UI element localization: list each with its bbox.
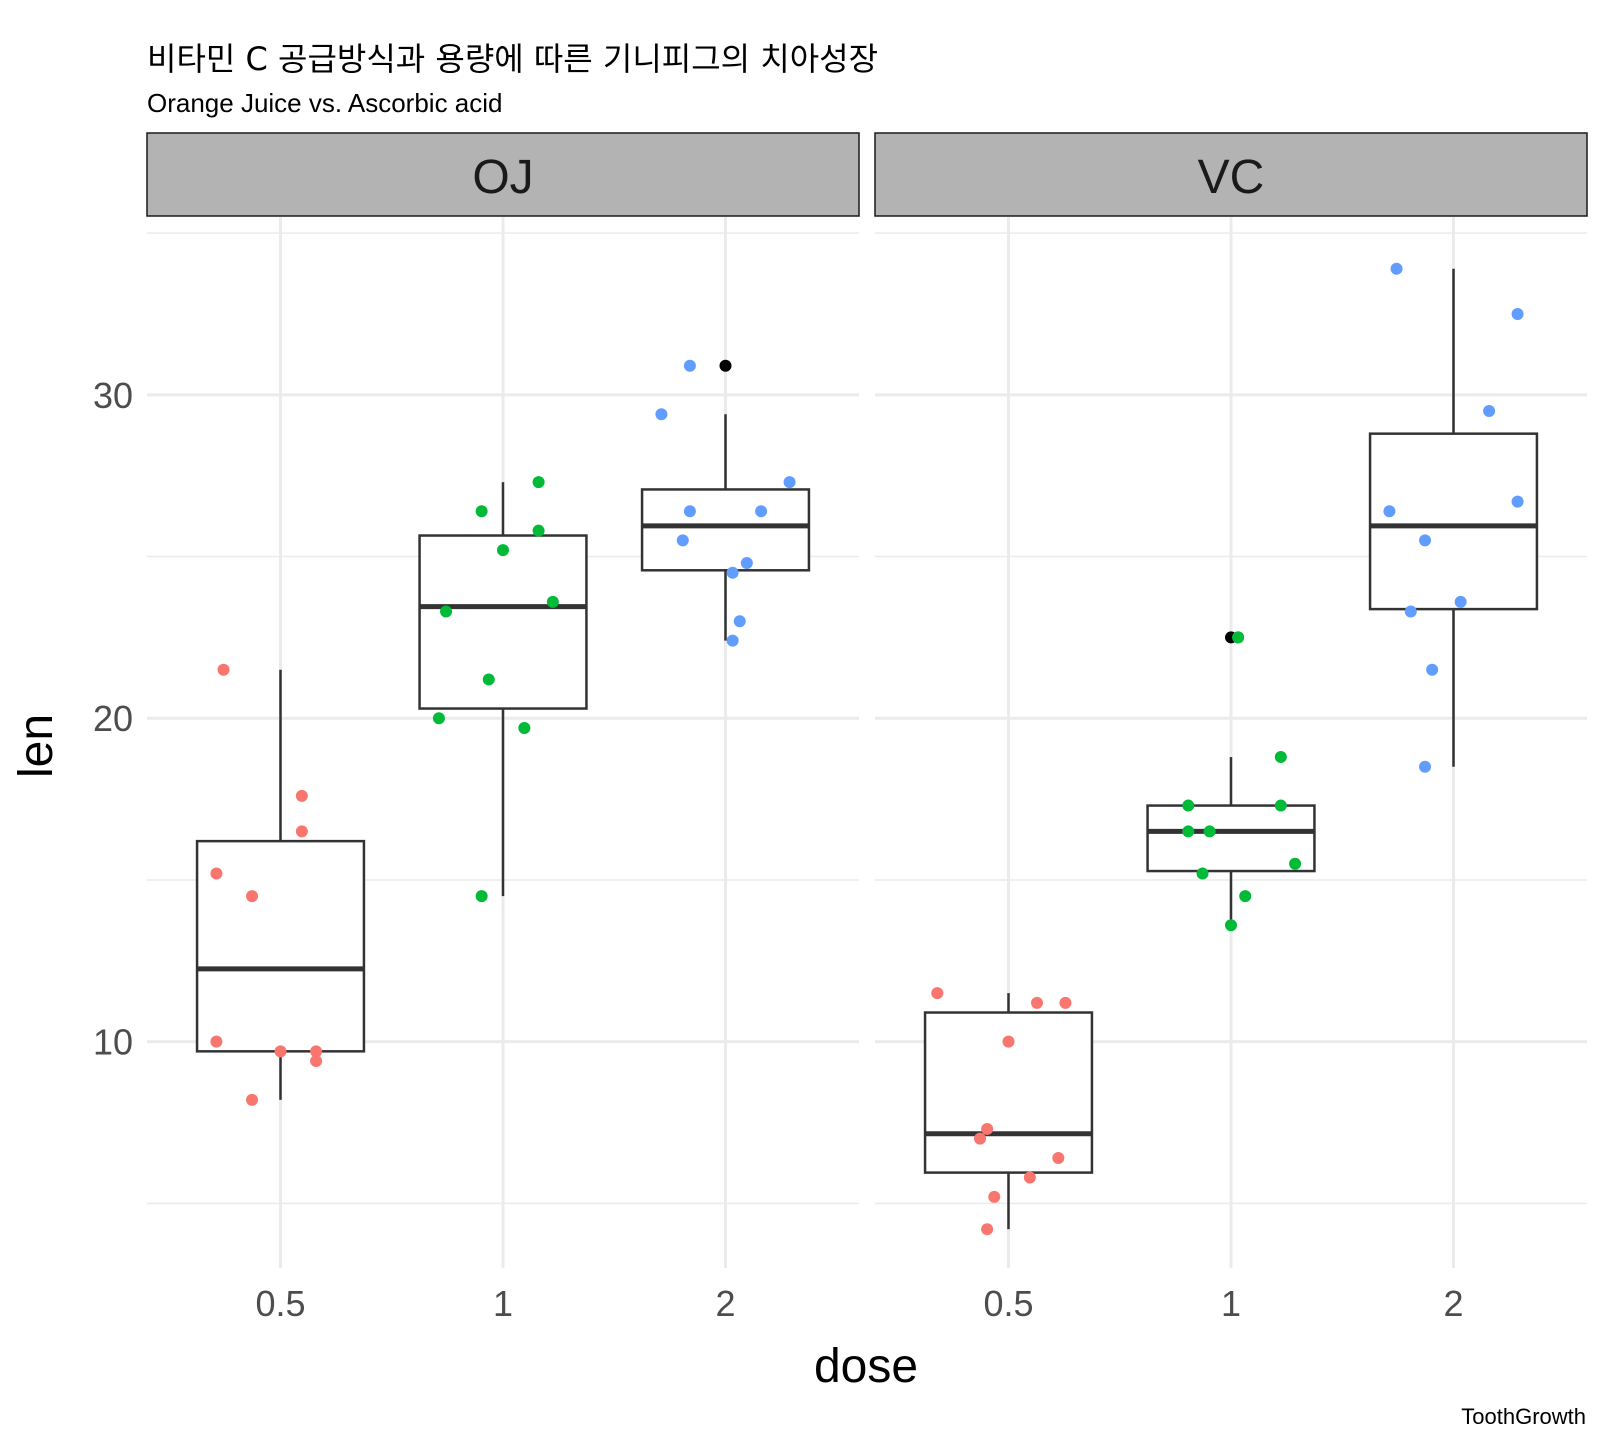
- jitter-point: [683, 505, 696, 518]
- jitter-point: [1419, 534, 1432, 547]
- jitter-point: [1426, 663, 1439, 676]
- jitter-point: [974, 1132, 987, 1145]
- jitter-point: [246, 890, 259, 903]
- jitter-point: [475, 505, 488, 518]
- jitter-point: [740, 557, 753, 570]
- jitter-point: [532, 476, 545, 489]
- jitter-point: [1383, 505, 1396, 518]
- chart-subtitle: Orange Juice vs. Ascorbic acid: [147, 88, 503, 118]
- y-tick-label: 30: [93, 375, 133, 416]
- jitter-point: [310, 1055, 323, 1068]
- box-oj-2: [640, 359, 811, 647]
- jitter-point: [1483, 405, 1496, 418]
- jitter-point: [1052, 1152, 1065, 1165]
- jitter-point: [676, 534, 689, 547]
- jitter-point: [1002, 1035, 1015, 1048]
- jitter-point: [1511, 495, 1524, 508]
- jitter-point: [497, 544, 509, 557]
- x-tick-label: 2: [1443, 1283, 1463, 1324]
- jitter-point: [981, 1122, 994, 1135]
- x-axis-title: dose: [814, 1340, 918, 1393]
- jitter-point: [1511, 308, 1524, 321]
- jitter-point: [274, 1045, 287, 1058]
- box-oj-0.5: [195, 663, 366, 1106]
- jitter-point: [1239, 890, 1252, 903]
- box-oj-1: [418, 476, 588, 903]
- jitter-point: [1454, 595, 1467, 608]
- jitter-point: [546, 595, 559, 608]
- jitter-point: [1182, 825, 1195, 838]
- jitter-point: [655, 408, 668, 421]
- box-iqr: [1146, 804, 1316, 873]
- chart-title: 비타민 C 공급방식과 용량에 따른 기니피그의 치아성장: [147, 40, 879, 78]
- jitter-point: [1404, 605, 1417, 618]
- jitter-point: [440, 605, 453, 618]
- x-tick-label: 1: [493, 1283, 513, 1324]
- x-tick-label: 1: [1221, 1283, 1241, 1324]
- jitter-point: [518, 721, 531, 734]
- y-tick-label: 10: [93, 1022, 133, 1063]
- jitter-point: [210, 867, 223, 880]
- box-vc-0.5: [923, 987, 1094, 1236]
- jitter-point: [210, 1035, 223, 1048]
- jitter-point: [1023, 1171, 1036, 1184]
- jitter-point: [1232, 631, 1245, 644]
- jitter-point: [532, 524, 545, 537]
- jitter-point: [1419, 760, 1432, 773]
- jitter-point: [1030, 996, 1043, 1009]
- facet-panel-vc: VC 0.5 1 2: [874, 132, 1588, 1324]
- facet-strip-label: VC: [1198, 151, 1265, 204]
- jitter-point: [783, 476, 796, 489]
- jitter-point: [733, 615, 746, 628]
- chart-caption: ToothGrowth: [1461, 1404, 1586, 1429]
- box-vc-2: [1368, 262, 1539, 773]
- jitter-point: [475, 890, 488, 903]
- jitter-point: [726, 634, 739, 647]
- jitter-point: [1390, 262, 1403, 275]
- facet-strip-label: OJ: [472, 151, 533, 204]
- x-tick-label: 0.5: [983, 1283, 1033, 1324]
- y-axis-title: len: [10, 714, 63, 778]
- x-tick-label: 2: [715, 1283, 735, 1324]
- box-iqr: [418, 534, 588, 710]
- box-iqr: [640, 488, 811, 572]
- jitter-point: [1182, 799, 1195, 812]
- jitter-point: [931, 987, 944, 1000]
- jitter-point: [295, 789, 308, 802]
- x-tick-label: 0.5: [255, 1283, 305, 1324]
- jitter-point: [482, 673, 495, 686]
- box-iqr: [1368, 432, 1539, 611]
- jitter-point: [988, 1190, 1001, 1203]
- box-iqr: [195, 839, 366, 1053]
- jitter-point: [755, 505, 768, 518]
- box-vc-1: [1146, 631, 1316, 932]
- jitter-point: [1289, 857, 1302, 870]
- jitter-point: [217, 663, 230, 676]
- jitter-point: [1196, 867, 1209, 880]
- jitter-point: [295, 825, 308, 838]
- jitter-point: [1274, 799, 1287, 812]
- y-tick-label: 20: [93, 698, 133, 739]
- jitter-point: [683, 359, 696, 372]
- jitter-point: [981, 1223, 994, 1236]
- jitter-point: [1225, 919, 1237, 932]
- jitter-point: [1059, 996, 1072, 1009]
- facet-strip: [146, 132, 860, 217]
- jitter-point: [432, 712, 445, 725]
- jitter-point: [726, 566, 739, 579]
- jitter-point: [246, 1093, 259, 1106]
- facet-panel-oj: OJ 0.5 1 2: [146, 132, 860, 1324]
- facet-strip: [874, 132, 1588, 217]
- jitter-point: [310, 1045, 323, 1058]
- outlier-point: [719, 359, 732, 372]
- jitter-point: [1203, 825, 1216, 838]
- jitter-point: [1274, 751, 1287, 764]
